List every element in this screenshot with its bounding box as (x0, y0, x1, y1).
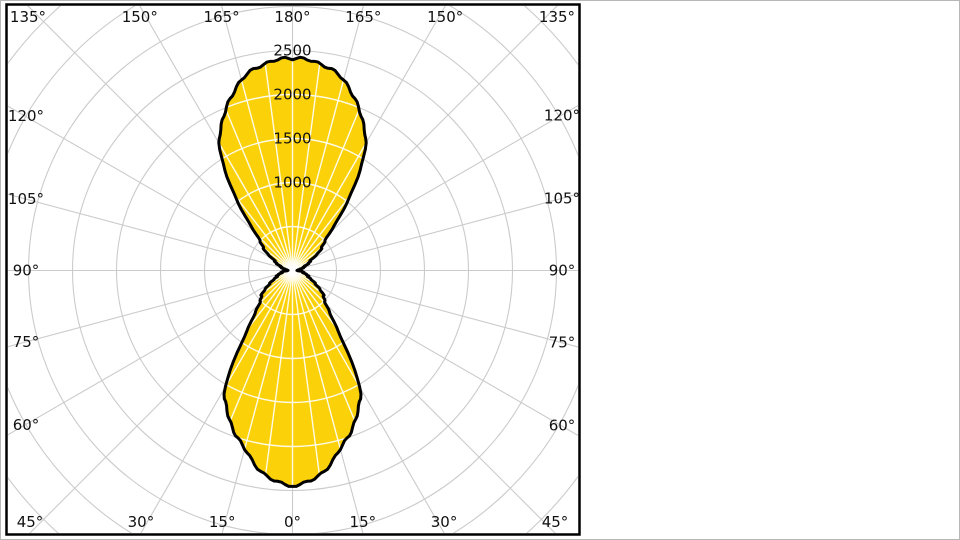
grid-spoke (292, 270, 578, 436)
angle-labels: 135° 150° 165° 180° 165° 150° 135° 120° 105° 90° 7… (8, 8, 580, 531)
grid-spoke (292, 269, 578, 348)
grid-spoke (292, 6, 558, 271)
angle-label: 120° (8, 107, 44, 125)
grid-spoke-over-fill (291, 57, 367, 271)
angle-label: 45° (542, 513, 569, 531)
grid-spoke-over-fill (218, 270, 294, 487)
angle-label: 75° (13, 333, 40, 351)
grid-spoke (292, 193, 578, 272)
angle-label: 150° (427, 8, 463, 26)
grid-spoke-over-fill (218, 270, 294, 487)
grid-spoke-over-fill (218, 57, 294, 271)
grid-spoke-over-fill (291, 57, 332, 271)
grid-spoke-over-fill (291, 270, 367, 487)
grid-spoke-over-fill (253, 57, 294, 271)
grid-spoke-over-fill (291, 270, 367, 487)
radial-tick-labels: 1000 1500 2000 2500 (273, 42, 311, 192)
chart-frame (5, 3, 581, 536)
radial-tick-label: 1500 (273, 130, 311, 148)
grid-spoke-over-fill (218, 57, 294, 271)
angle-label: 30° (431, 513, 458, 531)
angle-label: 165° (204, 8, 240, 26)
angle-label: 180° (274, 8, 310, 26)
angle-label: 45° (17, 513, 44, 531)
grid-spoke (27, 6, 293, 271)
grid-spoke-over-fill (218, 270, 294, 487)
angle-label: 15° (350, 513, 377, 531)
angle-label: 60° (549, 416, 576, 434)
angle-label: 105° (8, 190, 44, 208)
radial-tick-label: 1000 (273, 174, 311, 192)
angle-label: 60° (13, 416, 40, 434)
grid-spoke (8, 105, 293, 271)
angle-label: 150° (122, 8, 158, 26)
angle-label: 15° (209, 513, 236, 531)
grid-spoke-over-fill (291, 270, 367, 487)
grid-spoke (8, 269, 293, 348)
angle-label: 105° (544, 190, 580, 208)
angle-label: 165° (345, 8, 381, 26)
grid-spoke-over-fill (218, 57, 294, 271)
grid-spoke (8, 193, 293, 272)
grid-spoke-over-fill (291, 57, 367, 271)
polar-grid (8, 6, 578, 533)
angle-label: 120° (544, 107, 580, 125)
grid-spoke (292, 270, 556, 533)
grid-spoke-over-fill (291, 270, 332, 487)
grid-spoke-over-fill (253, 270, 294, 487)
grid-spoke (29, 270, 293, 533)
angle-label: 90° (13, 262, 40, 280)
angle-label: 90° (549, 262, 576, 280)
angle-label: 30° (128, 513, 155, 531)
angle-label: 135° (10, 8, 46, 26)
angle-label: 0° (284, 513, 301, 531)
grid-spoke (8, 270, 293, 436)
angle-label: 75° (549, 333, 576, 351)
radial-tick-label: 2500 (273, 42, 311, 60)
grid-spoke (292, 105, 578, 271)
radial-tick-label: 2000 (273, 86, 311, 104)
intensity-curve-outline (217, 55, 368, 488)
grid-spoke-over-fill (291, 57, 367, 271)
angle-label: 135° (539, 8, 575, 26)
